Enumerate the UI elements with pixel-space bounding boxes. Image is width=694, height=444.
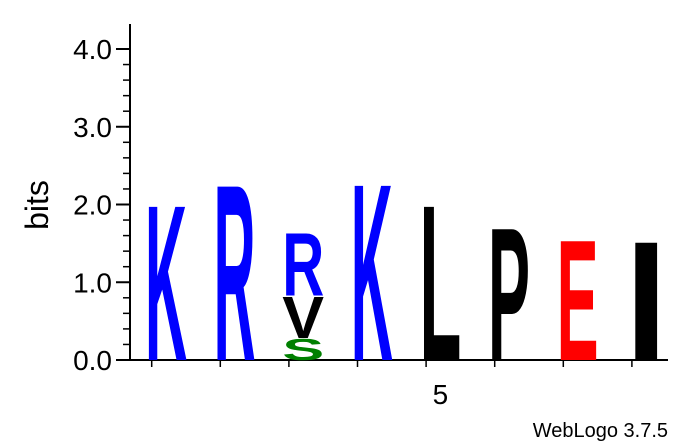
y-tick-label: 2.0 [73, 190, 112, 221]
logo-letter-s: S [282, 333, 324, 367]
logo-letter-r: R [214, 131, 256, 413]
y-axis-title: bits [19, 180, 55, 230]
axes: 0.0 1.0 2.0 3.0 4.0 5 [73, 24, 668, 410]
y-tick-label: 3.0 [73, 112, 112, 143]
logo-letter-k: K [351, 131, 393, 414]
logo-letter-v: V [282, 285, 324, 351]
logo-stacks: K R SVR K L P E I [145, 131, 667, 414]
y-tick-label: 0.0 [73, 345, 112, 376]
logo-letter-i: I [625, 207, 667, 398]
y-tick-label: 4.0 [73, 34, 112, 65]
logo-letter-r: R [282, 215, 324, 316]
logo-letter-k: K [145, 160, 187, 408]
logo-letter-l: L [419, 159, 461, 408]
logo-letter-p: P [488, 188, 530, 400]
x-tick-label: 5 [433, 379, 449, 410]
logo-letter-e: E [557, 203, 599, 397]
y-tick-label: 1.0 [73, 267, 112, 298]
weblogo-credit: WebLogo 3.7.5 [533, 420, 668, 442]
